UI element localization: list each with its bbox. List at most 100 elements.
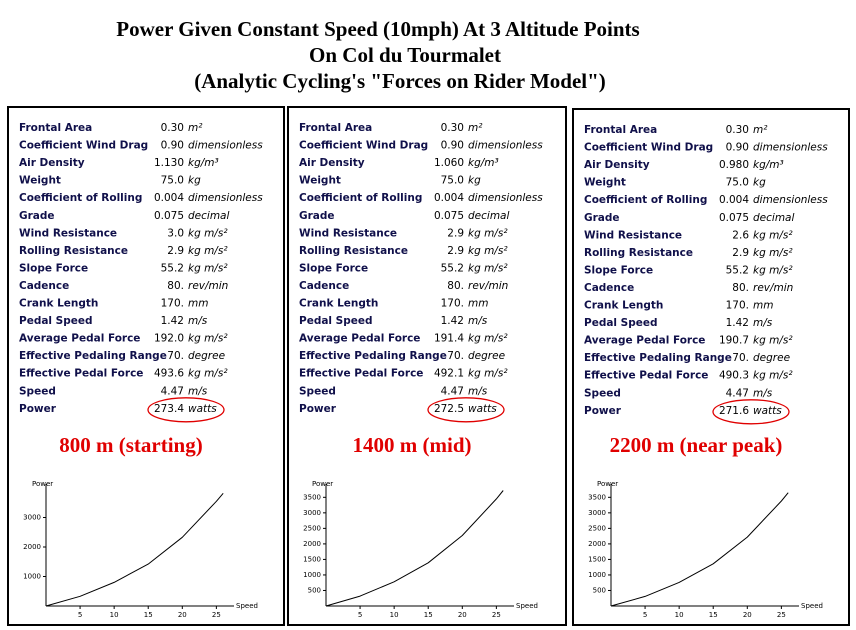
row-value: 2.9 xyxy=(167,245,184,257)
row-value: 70. xyxy=(732,352,749,364)
row-value: 1.130 xyxy=(154,157,184,169)
row-unit: watts xyxy=(468,403,497,415)
row-unit: m/s xyxy=(468,385,488,397)
row-value: 190.7 xyxy=(719,335,749,347)
row-label: Crank Length xyxy=(584,300,663,312)
y-tick-label: 3500 xyxy=(303,493,321,501)
row-label: Wind Resistance xyxy=(584,229,682,241)
row-value: 55.2 xyxy=(441,262,464,274)
row-value: 1.42 xyxy=(161,315,184,327)
row-value: 0.90 xyxy=(726,142,749,154)
row-label: Air Density xyxy=(299,157,365,169)
y-tick-label: 500 xyxy=(308,586,321,594)
row-value: 70. xyxy=(447,350,464,362)
row-label: Effective Pedaling Range xyxy=(19,350,167,362)
row-unit: dimensionless xyxy=(188,140,263,152)
row-label: Power xyxy=(584,405,622,417)
power-curve xyxy=(325,490,504,607)
y-tick-label: 2000 xyxy=(303,540,321,548)
row-value: 191.4 xyxy=(434,333,464,345)
row-label: Slope Force xyxy=(19,262,88,274)
row-unit: rev/min xyxy=(468,280,508,292)
row-unit: kg xyxy=(753,177,766,189)
row-value: 3.0 xyxy=(167,227,184,239)
row-unit: decimal xyxy=(468,210,509,222)
row-value: 4.47 xyxy=(726,387,749,399)
x-axis-label: Speed xyxy=(516,602,538,610)
row-label: Crank Length xyxy=(299,298,378,310)
row-value: 55.2 xyxy=(726,264,749,276)
row-unit: decimal xyxy=(188,210,229,222)
x-tick-label: 20 xyxy=(458,611,467,619)
panel-border xyxy=(572,108,850,626)
row-label: Weight xyxy=(299,175,341,187)
altitude-annotation: 800 m (starting) xyxy=(59,433,202,457)
power-curve xyxy=(45,492,224,607)
row-unit: kg/m³ xyxy=(468,157,499,169)
row-value: 170. xyxy=(441,298,464,310)
row-label: Pedal Speed xyxy=(19,315,93,327)
row-label: Power xyxy=(299,403,337,415)
y-tick-label: 3000 xyxy=(588,509,606,517)
x-axis-label: Speed xyxy=(801,602,823,610)
x-tick-label: 25 xyxy=(777,611,786,619)
row-value: 0.004 xyxy=(719,194,749,206)
row-value: 2.9 xyxy=(447,245,464,257)
row-value: 4.47 xyxy=(441,385,464,397)
row-value: 0.980 xyxy=(719,159,749,171)
row-label: Slope Force xyxy=(299,262,368,274)
row-unit: dimensionless xyxy=(188,192,263,204)
row-value: 0.004 xyxy=(434,192,464,204)
y-tick-label: 1500 xyxy=(588,555,606,563)
title-line: Power Given Constant Speed (10mph) At 3 … xyxy=(116,17,639,41)
row-unit: kg m/s² xyxy=(753,335,793,347)
title-line: On Col du Tourmalet xyxy=(309,43,501,67)
row-label: Average Pedal Force xyxy=(299,333,420,345)
row-value: 70. xyxy=(167,350,184,362)
row-unit: m² xyxy=(753,124,768,136)
row-value: 490.3 xyxy=(719,370,749,382)
x-axis-label: Speed xyxy=(236,602,258,610)
y-tick-label: 1000 xyxy=(588,571,606,579)
panel-border xyxy=(7,106,285,626)
row-unit: mm xyxy=(753,300,773,312)
row-label: Effective Pedaling Range xyxy=(299,350,447,362)
x-tick-label: 10 xyxy=(675,611,684,619)
row-label: Speed xyxy=(584,387,621,399)
y-tick-label: 1000 xyxy=(303,571,321,579)
row-label: Coefficient Wind Drag xyxy=(299,140,428,152)
row-unit: kg m/s² xyxy=(188,245,228,257)
row-label: Effective Pedaling Range xyxy=(584,352,732,364)
y-tick-label: 500 xyxy=(593,586,606,594)
y-axis-label: Power xyxy=(32,480,53,488)
row-value: 493.6 xyxy=(154,368,184,380)
row-value: 0.90 xyxy=(441,140,464,152)
row-unit: kg m/s² xyxy=(753,247,793,259)
row-label: Cadence xyxy=(19,280,69,292)
row-label: Slope Force xyxy=(584,264,653,276)
row-unit: m/s xyxy=(188,385,208,397)
row-value: 75.0 xyxy=(161,175,184,187)
row-label: Wind Resistance xyxy=(19,227,117,239)
row-unit: m/s xyxy=(753,387,773,399)
y-tick-label: 2000 xyxy=(23,543,41,551)
row-label: Weight xyxy=(19,175,61,187)
row-value: 80. xyxy=(447,280,464,292)
row-unit: kg/m³ xyxy=(753,159,784,171)
x-tick-label: 5 xyxy=(358,611,362,619)
row-label: Rolling Resistance xyxy=(19,245,128,257)
row-value: 170. xyxy=(161,298,184,310)
row-unit: kg xyxy=(188,175,201,187)
row-value: 0.075 xyxy=(719,212,749,224)
row-label: Grade xyxy=(19,210,55,222)
row-value: 272.5 xyxy=(434,403,464,415)
row-label: Cadence xyxy=(584,282,634,294)
altitude-annotation: 1400 m (mid) xyxy=(353,433,472,457)
y-tick-label: 2000 xyxy=(588,540,606,548)
row-unit: kg m/s² xyxy=(188,368,228,380)
row-label: Coefficient Wind Drag xyxy=(19,140,148,152)
row-value: 1.42 xyxy=(441,315,464,327)
row-label: Coefficient of Rolling xyxy=(19,192,142,204)
row-unit: kg m/s² xyxy=(188,333,228,345)
